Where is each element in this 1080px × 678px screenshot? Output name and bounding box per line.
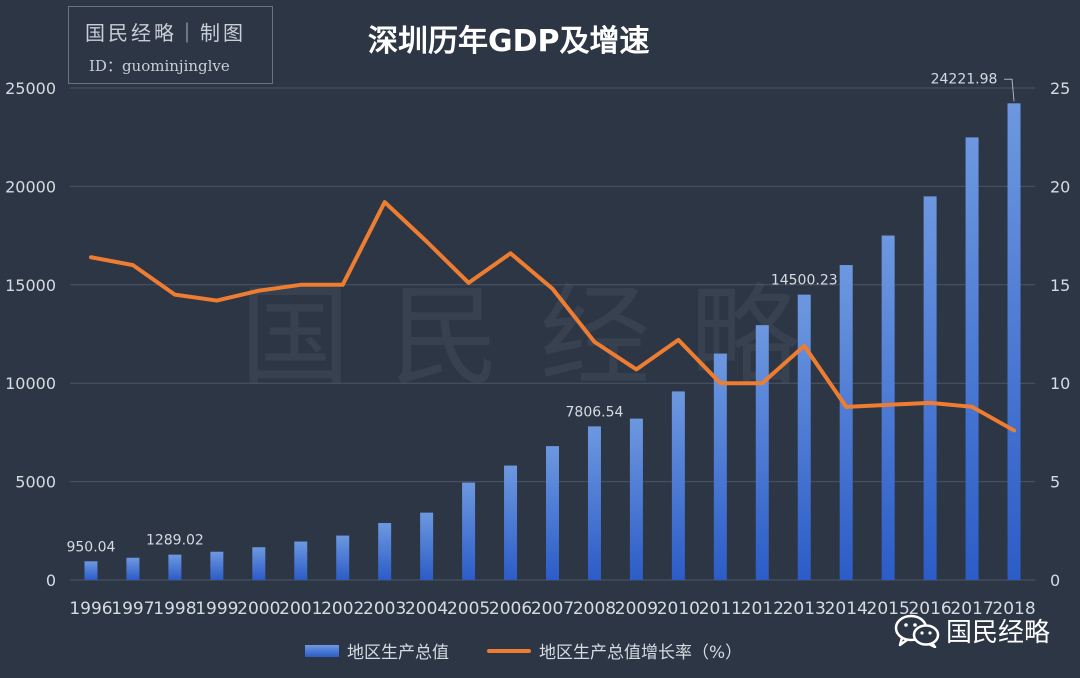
y-left-tick-label: 25000 — [5, 79, 56, 98]
data-label: 14500.23 — [771, 273, 838, 289]
brand-title: 国民经略｜制图 — [85, 21, 246, 45]
gdp-bar — [713, 353, 727, 580]
legend-bar-swatch — [305, 644, 339, 657]
gdp-bar — [755, 325, 769, 580]
x-tick-label: 1999 — [195, 599, 238, 619]
x-tick-label: 1996 — [69, 599, 112, 619]
gdp-bar — [797, 294, 811, 580]
gdp-bar — [965, 137, 979, 581]
x-tick-label: 2014 — [825, 599, 868, 619]
x-tick-label: 2010 — [657, 599, 700, 619]
gdp-bar — [420, 512, 434, 580]
gdp-bar — [629, 418, 643, 580]
y-left-tick-label: 20000 — [5, 177, 56, 196]
gdp-bar — [1007, 103, 1021, 580]
gdp-bar — [546, 446, 559, 580]
gdp-bar — [462, 482, 476, 580]
gdp-bar — [336, 535, 350, 580]
gdp-bar — [504, 465, 518, 580]
gdp-bar — [210, 551, 224, 580]
y-right-tick-label: 20 — [1050, 177, 1070, 196]
x-tick-label: 2017 — [950, 599, 993, 619]
brand-id: ID：guominjinglve — [89, 57, 230, 75]
gdp-bar — [252, 547, 266, 580]
x-tick-label: 1997 — [111, 599, 154, 619]
data-label: 1289.02 — [146, 533, 204, 549]
legend-item-growth: 地区生产总值增长率（%） — [487, 638, 742, 663]
x-tick-label: 2012 — [741, 599, 784, 619]
gdp-bar — [839, 265, 853, 580]
gdp-bar — [294, 541, 308, 580]
gdp-bar — [587, 426, 601, 580]
gdp-bar — [923, 196, 937, 581]
x-tick-label: 2009 — [615, 599, 658, 619]
gdp-bar — [671, 391, 685, 580]
gdp-bar — [126, 557, 140, 580]
wechat-icon — [894, 614, 940, 648]
gdp-bar — [84, 561, 98, 580]
x-tick-label: 2000 — [237, 599, 280, 619]
gdp-bar — [378, 523, 392, 580]
y-right-tick-label: 5 — [1050, 473, 1060, 492]
line-series — [88, 200, 1017, 433]
x-tick-label: 2016 — [908, 599, 951, 619]
data-label: 950.04 — [66, 539, 115, 555]
x-tick-label: 2013 — [783, 599, 826, 619]
y-right-tick-label: 10 — [1050, 374, 1070, 393]
legend: 地区生产总值 地区生产总值增长率（%） — [305, 638, 780, 663]
legend-label-growth: 地区生产总值增长率（%） — [539, 643, 743, 663]
chart-title: 深圳历年GDP及增速 — [368, 24, 650, 59]
x-tick-label: 2015 — [867, 599, 910, 619]
x-tick-label: 2004 — [405, 599, 448, 619]
y-left-tick-label: 15000 — [5, 276, 56, 295]
x-tick-label: 2011 — [699, 599, 742, 619]
axes: 0500010000150002000025000051015202519961… — [5, 79, 1070, 619]
y-right-tick-label: 15 — [1050, 276, 1070, 295]
legend-label-gdp: 地区生产总值 — [347, 643, 449, 663]
y-right-tick-label: 25 — [1050, 79, 1070, 98]
x-tick-label: 2006 — [489, 599, 532, 619]
watermark-text: 国民经略 — [240, 273, 840, 401]
x-tick-label: 2008 — [573, 599, 616, 619]
y-left-tick-label: 0 — [46, 571, 56, 590]
data-label: 7806.54 — [566, 404, 624, 420]
brand-box: 国民经略｜制图 ID：guominjinglve — [68, 6, 273, 84]
x-tick-label: 2018 — [992, 599, 1035, 619]
gdp-bar — [168, 554, 182, 580]
x-tick-label: 2003 — [363, 599, 406, 619]
x-tick-label: 2002 — [321, 599, 364, 619]
y-left-tick-label: 5000 — [15, 473, 56, 492]
data-label-leader — [1004, 78, 1015, 102]
wechat-account: 国民经略 — [894, 612, 1050, 649]
legend-item-gdp: 地区生产总值 — [305, 638, 449, 663]
bar-series — [84, 103, 1021, 581]
x-tick-label: 2005 — [447, 599, 490, 619]
wechat-account-name: 国民经略 — [945, 618, 1050, 648]
data-labels: 950.04 1289.02 7806.54 14500.23 24221.98 — [66, 71, 1015, 555]
x-tick-label: 2007 — [531, 599, 574, 619]
gdp-bar — [881, 235, 895, 580]
legend-line-swatch — [487, 648, 531, 653]
y-right-tick-label: 0 — [1050, 571, 1060, 590]
x-tick-label: 2001 — [279, 599, 322, 619]
data-label: 24221.98 — [931, 71, 998, 87]
x-tick-label: 1998 — [153, 599, 196, 619]
y-left-tick-label: 10000 — [5, 374, 56, 393]
